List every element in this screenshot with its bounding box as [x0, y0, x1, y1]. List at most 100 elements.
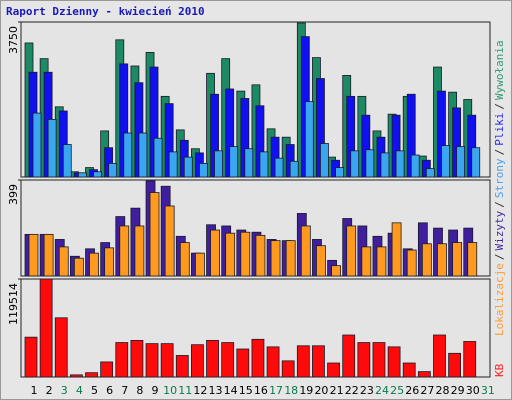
bar	[361, 246, 372, 277]
x-tick-label: 13	[209, 384, 223, 397]
legend-separator: /	[493, 103, 506, 110]
bar	[175, 355, 189, 378]
legend-separator: /	[493, 254, 506, 261]
legend: Lokalizacje / Wizyty / Strony / Pliki / Wywołani…	[493, 40, 506, 336]
bar	[183, 156, 193, 178]
x-tick-label: 4	[76, 384, 83, 397]
bar	[395, 150, 405, 178]
bar	[410, 154, 420, 178]
bar	[437, 243, 447, 277]
bar	[463, 341, 477, 378]
x-tick-label: 1	[31, 384, 38, 397]
x-tick-label: 24	[375, 384, 389, 397]
bar	[69, 374, 83, 378]
bar	[24, 336, 38, 378]
bar	[365, 149, 375, 178]
legend-label: Pliki	[493, 113, 506, 146]
bar	[221, 342, 235, 378]
bar	[28, 233, 39, 277]
x-tick-label: 2	[46, 384, 53, 397]
bar	[179, 242, 190, 277]
bar	[391, 222, 402, 277]
bar	[327, 362, 340, 378]
x-tick-label: 30	[466, 384, 480, 397]
y-tick-label: 119514	[7, 283, 20, 325]
bar	[304, 101, 314, 178]
bar	[73, 257, 84, 277]
x-tick-label: 10	[163, 384, 177, 397]
bar	[346, 225, 357, 277]
bar	[456, 146, 466, 178]
bar	[240, 231, 251, 277]
x-tick-label: 11	[178, 384, 192, 397]
bar	[467, 242, 478, 277]
x-tick-label: 9	[152, 384, 159, 397]
x-tick-label: 7	[121, 384, 128, 397]
bar	[160, 343, 174, 378]
bar	[335, 167, 344, 178]
legend-label: Wywołania	[493, 40, 506, 100]
bar	[123, 132, 133, 178]
x-tick-label: 17	[269, 384, 283, 397]
x-tick-label: 18	[284, 384, 298, 397]
bar	[270, 240, 281, 277]
bar	[387, 346, 401, 378]
legend-label: Lokalizacje	[493, 263, 506, 336]
x-tick-label: 22	[345, 384, 359, 397]
bar	[108, 163, 118, 178]
bar	[62, 144, 72, 178]
bar	[119, 225, 130, 277]
bar	[210, 229, 220, 277]
bar	[54, 317, 68, 378]
bar	[285, 240, 296, 277]
bar	[350, 150, 360, 178]
x-tick-label: 31	[481, 384, 495, 397]
bar	[43, 233, 54, 277]
x-tick-label: 12	[193, 384, 207, 397]
x-tick-label: 15	[239, 384, 253, 397]
bar	[471, 147, 481, 178]
bar	[402, 362, 416, 378]
x-tick-label: 8	[136, 384, 143, 397]
bar	[406, 249, 417, 277]
bar	[448, 352, 462, 378]
bar	[320, 143, 329, 178]
bar	[274, 157, 284, 178]
y-tick-label: 399	[7, 184, 20, 205]
bar	[191, 344, 204, 378]
x-tick-label: 6	[106, 384, 113, 397]
bar	[300, 225, 311, 277]
legend-label: KB	[493, 363, 506, 377]
x-tick-label: 20	[314, 384, 328, 397]
bar	[32, 112, 42, 178]
bar	[296, 345, 310, 378]
bar	[85, 372, 98, 378]
bar	[214, 150, 223, 178]
legend-separator: /	[493, 201, 506, 208]
y-tick-label: 3750	[7, 26, 20, 54]
bar	[145, 343, 159, 378]
legend-label: Strony	[493, 158, 506, 198]
bar	[266, 346, 280, 378]
bar	[89, 252, 99, 277]
bar	[259, 151, 269, 178]
x-tick-label: 16	[254, 384, 268, 397]
bar	[372, 342, 386, 378]
legend-separator: /	[493, 149, 506, 156]
bar	[39, 278, 53, 378]
x-tick-label: 21	[330, 384, 344, 397]
bar	[93, 171, 102, 178]
bar	[130, 339, 144, 378]
bar	[433, 334, 446, 378]
bar	[380, 152, 390, 178]
bar	[417, 371, 431, 378]
bar	[441, 145, 450, 178]
bar	[164, 205, 175, 277]
x-tick-label: 26	[405, 384, 419, 397]
bar	[168, 151, 178, 178]
bar	[251, 338, 265, 378]
legend-label: Wizyty	[493, 210, 506, 250]
bar	[281, 360, 295, 378]
